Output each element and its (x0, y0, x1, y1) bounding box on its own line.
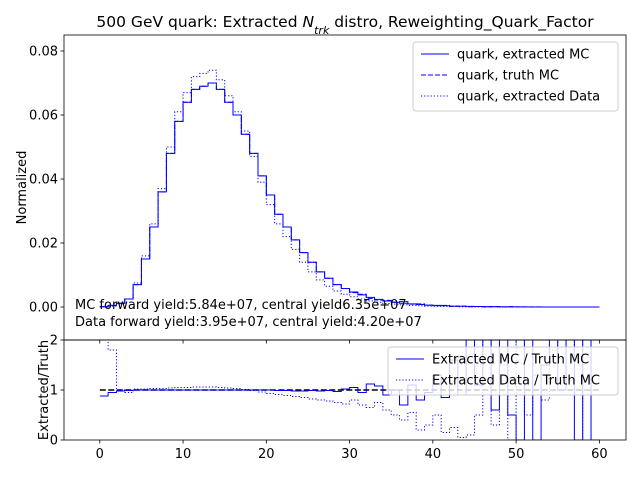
plot-area (99, 340, 600, 440)
legend-label: Extracted Data / Truth MC (432, 374, 600, 389)
legend-label: quark, extracted MC (457, 48, 589, 63)
x-tick-label: 0 (96, 447, 104, 462)
title-part: trk (314, 24, 330, 37)
y-tick-label: 2 (50, 334, 58, 349)
x-tick-label: 30 (341, 447, 358, 462)
step-line (99, 82, 600, 308)
title-part: distro, Reweighting_Quark_Factor (329, 13, 594, 32)
y-tick-label: 0 (50, 434, 58, 449)
x-tick-label: 20 (258, 447, 275, 462)
y-tick-label: 0.04 (29, 173, 58, 188)
y-tick-label: 0.00 (29, 301, 58, 316)
title-part: N (303, 13, 315, 31)
y-tick-label: 0.08 (29, 45, 58, 60)
x-tick-label: 40 (425, 447, 442, 462)
annotation: Data forward yield:3.95e+07, central yie… (75, 315, 422, 330)
axes-frame (63, 339, 627, 441)
chart-title: 500 GeV quark: Extracted Ntrk distro, Re… (96, 13, 594, 37)
legend-label: quark, extracted Data (457, 90, 600, 105)
legend-box (412, 41, 619, 112)
legend-label: quark, truth MC (457, 69, 559, 84)
step-line (99, 69, 600, 308)
annotation: MC forward yield:5.84e+07, central yield… (75, 298, 407, 313)
x-tick-label: 50 (508, 447, 525, 462)
y-axis-label: Normalized (15, 151, 30, 225)
legend-label: Extracted MC / Truth MC (432, 353, 589, 368)
y-axis-label: Extracted/Truth (37, 340, 52, 440)
plot-area (99, 69, 600, 308)
x-tick-label: 60 (591, 447, 608, 462)
step-line (99, 340, 600, 440)
title-part: 500 GeV quark: Extracted (96, 13, 302, 31)
y-tick-label: 0.02 (29, 237, 58, 252)
y-tick-label: 0.06 (29, 109, 58, 124)
x-tick-label: 10 (175, 447, 192, 462)
legend-box (387, 346, 619, 396)
y-tick-label: 1 (50, 384, 58, 399)
